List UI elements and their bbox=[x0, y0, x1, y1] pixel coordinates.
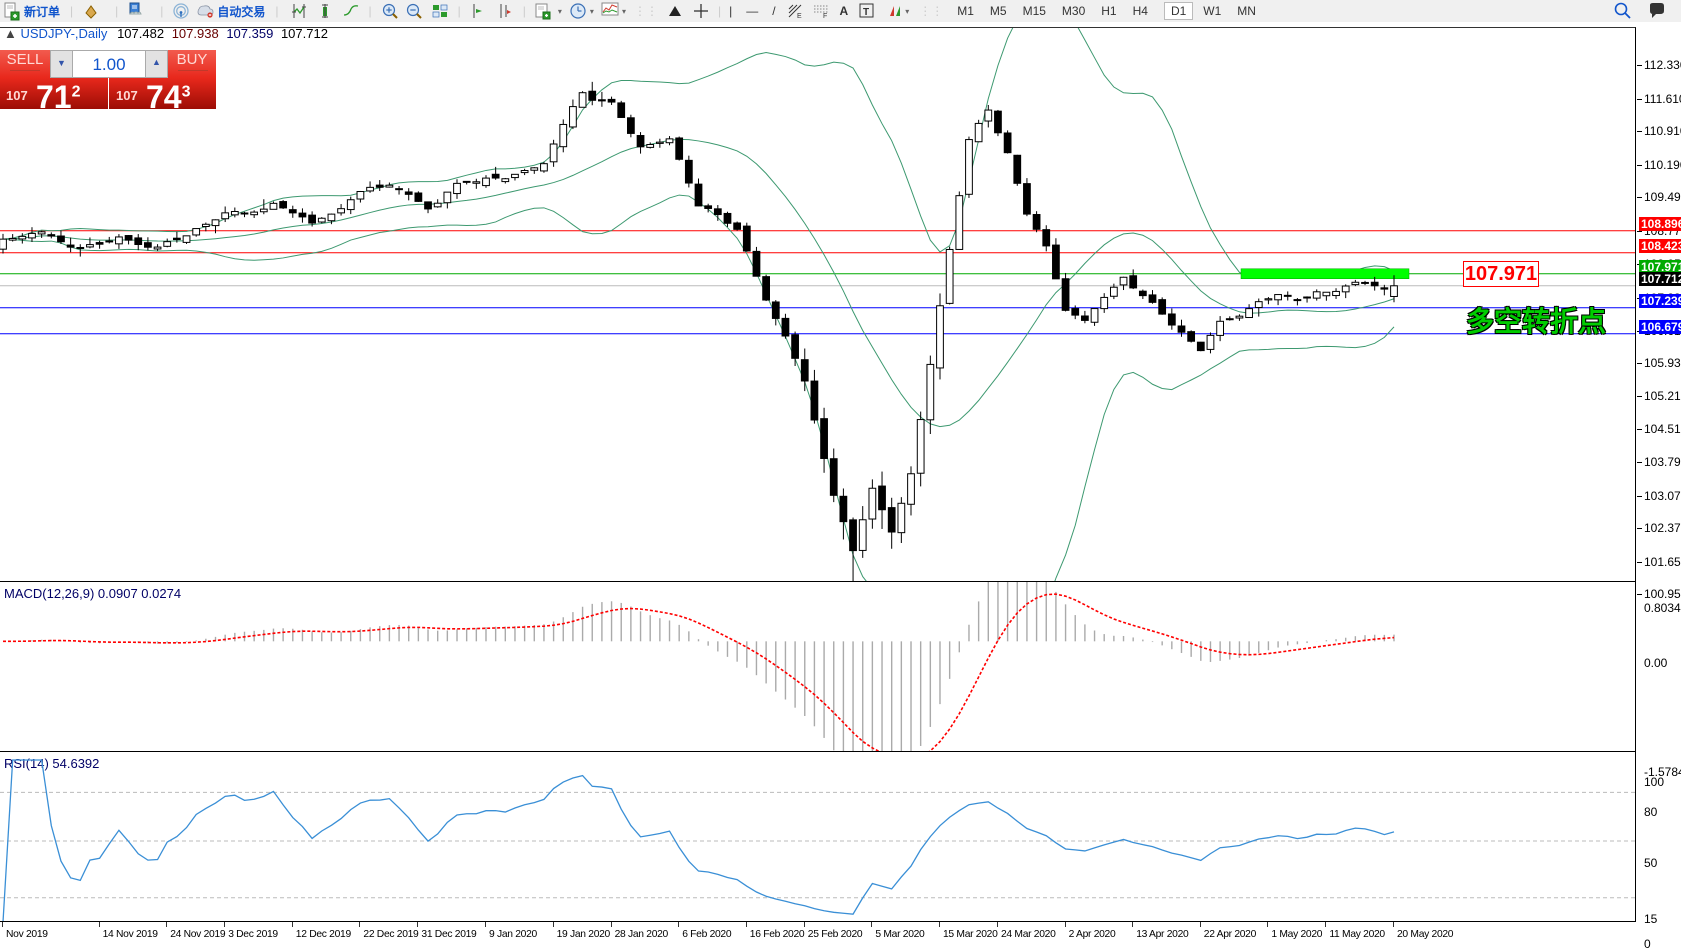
svg-text:E: E bbox=[797, 13, 802, 20]
svg-text:T: T bbox=[863, 7, 869, 18]
svg-text:F: F bbox=[823, 13, 827, 20]
